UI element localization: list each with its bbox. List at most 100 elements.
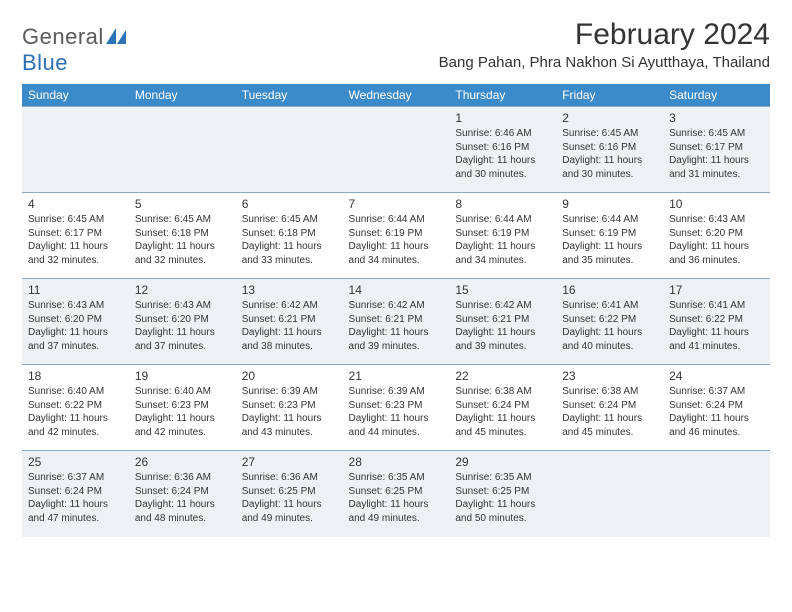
daylight-text: and 41 minutes.: [669, 340, 764, 354]
sunset-text: Sunset: 6:16 PM: [455, 141, 550, 155]
sail-icon: [106, 24, 126, 50]
day-cell: 25Sunrise: 6:37 AMSunset: 6:24 PMDayligh…: [22, 451, 129, 537]
daylight-text: and 42 minutes.: [28, 426, 123, 440]
brand-part2: Blue: [22, 50, 68, 75]
sunset-text: Sunset: 6:23 PM: [135, 399, 230, 413]
sunset-text: Sunset: 6:17 PM: [28, 227, 123, 241]
day-number: 18: [28, 368, 123, 384]
daylight-text: and 38 minutes.: [242, 340, 337, 354]
sunrise-text: Sunrise: 6:41 AM: [669, 299, 764, 313]
daylight-text: and 37 minutes.: [28, 340, 123, 354]
sunset-text: Sunset: 6:24 PM: [562, 399, 657, 413]
day-cell: 13Sunrise: 6:42 AMSunset: 6:21 PMDayligh…: [236, 279, 343, 365]
daylight-text: Daylight: 11 hours: [135, 240, 230, 254]
day-number: 5: [135, 196, 230, 212]
day-number: 6: [242, 196, 337, 212]
daylight-text: Daylight: 11 hours: [455, 154, 550, 168]
sunset-text: Sunset: 6:18 PM: [135, 227, 230, 241]
brand-text: General Blue: [22, 24, 126, 76]
day-number: 17: [669, 282, 764, 298]
daylight-text: Daylight: 11 hours: [349, 498, 444, 512]
daylight-text: Daylight: 11 hours: [562, 240, 657, 254]
day-number: 15: [455, 282, 550, 298]
day-number: 9: [562, 196, 657, 212]
day-cell: 1Sunrise: 6:46 AMSunset: 6:16 PMDaylight…: [449, 107, 556, 193]
dow-cell: Sunday: [22, 84, 129, 107]
sunrise-text: Sunrise: 6:45 AM: [135, 213, 230, 227]
daylight-text: Daylight: 11 hours: [562, 326, 657, 340]
daylight-text: Daylight: 11 hours: [28, 498, 123, 512]
daylight-text: Daylight: 11 hours: [349, 412, 444, 426]
daylight-text: Daylight: 11 hours: [242, 412, 337, 426]
sunrise-text: Sunrise: 6:37 AM: [669, 385, 764, 399]
day-cell: 11Sunrise: 6:43 AMSunset: 6:20 PMDayligh…: [22, 279, 129, 365]
dow-cell: Saturday: [663, 84, 770, 107]
day-cell: 6Sunrise: 6:45 AMSunset: 6:18 PMDaylight…: [236, 193, 343, 279]
sunset-text: Sunset: 6:24 PM: [28, 485, 123, 499]
sunset-text: Sunset: 6:20 PM: [28, 313, 123, 327]
month-title: February 2024: [439, 18, 770, 52]
daylight-text: and 49 minutes.: [242, 512, 337, 526]
week-row: 4Sunrise: 6:45 AMSunset: 6:17 PMDaylight…: [22, 193, 770, 279]
sunrise-text: Sunrise: 6:37 AM: [28, 471, 123, 485]
day-cell: 27Sunrise: 6:36 AMSunset: 6:25 PMDayligh…: [236, 451, 343, 537]
dow-cell: Thursday: [449, 84, 556, 107]
daylight-text: and 37 minutes.: [135, 340, 230, 354]
sunset-text: Sunset: 6:25 PM: [455, 485, 550, 499]
daylight-text: and 39 minutes.: [455, 340, 550, 354]
daylight-text: Daylight: 11 hours: [455, 498, 550, 512]
day-cell: 4Sunrise: 6:45 AMSunset: 6:17 PMDaylight…: [22, 193, 129, 279]
sunset-text: Sunset: 6:23 PM: [242, 399, 337, 413]
daylight-text: and 39 minutes.: [349, 340, 444, 354]
day-cell: 21Sunrise: 6:39 AMSunset: 6:23 PMDayligh…: [343, 365, 450, 451]
week-row: 11Sunrise: 6:43 AMSunset: 6:20 PMDayligh…: [22, 279, 770, 365]
day-cell: 29Sunrise: 6:35 AMSunset: 6:25 PMDayligh…: [449, 451, 556, 537]
day-number: 14: [349, 282, 444, 298]
sunset-text: Sunset: 6:21 PM: [242, 313, 337, 327]
sunset-text: Sunset: 6:23 PM: [349, 399, 444, 413]
day-number: 11: [28, 282, 123, 298]
sunset-text: Sunset: 6:19 PM: [455, 227, 550, 241]
day-cell: 19Sunrise: 6:40 AMSunset: 6:23 PMDayligh…: [129, 365, 236, 451]
sunrise-text: Sunrise: 6:35 AM: [455, 471, 550, 485]
day-cell: 12Sunrise: 6:43 AMSunset: 6:20 PMDayligh…: [129, 279, 236, 365]
day-cell: 3Sunrise: 6:45 AMSunset: 6:17 PMDaylight…: [663, 107, 770, 193]
daylight-text: Daylight: 11 hours: [669, 326, 764, 340]
daylight-text: Daylight: 11 hours: [135, 412, 230, 426]
sunrise-text: Sunrise: 6:38 AM: [562, 385, 657, 399]
sunrise-text: Sunrise: 6:44 AM: [349, 213, 444, 227]
sunset-text: Sunset: 6:22 PM: [562, 313, 657, 327]
sunrise-text: Sunrise: 6:41 AM: [562, 299, 657, 313]
sunset-text: Sunset: 6:24 PM: [135, 485, 230, 499]
day-number: 29: [455, 454, 550, 470]
daylight-text: Daylight: 11 hours: [669, 154, 764, 168]
daylight-text: Daylight: 11 hours: [455, 240, 550, 254]
day-number: 10: [669, 196, 764, 212]
daylight-text: and 31 minutes.: [669, 168, 764, 182]
daylight-text: Daylight: 11 hours: [28, 240, 123, 254]
dow-cell: Friday: [556, 84, 663, 107]
daylight-text: and 49 minutes.: [349, 512, 444, 526]
day-cell: 5Sunrise: 6:45 AMSunset: 6:18 PMDaylight…: [129, 193, 236, 279]
day-cell: 26Sunrise: 6:36 AMSunset: 6:24 PMDayligh…: [129, 451, 236, 537]
week-row: 25Sunrise: 6:37 AMSunset: 6:24 PMDayligh…: [22, 451, 770, 537]
day-number: 7: [349, 196, 444, 212]
daylight-text: Daylight: 11 hours: [349, 326, 444, 340]
day-cell: 8Sunrise: 6:44 AMSunset: 6:19 PMDaylight…: [449, 193, 556, 279]
sunset-text: Sunset: 6:20 PM: [135, 313, 230, 327]
dow-header-row: SundayMondayTuesdayWednesdayThursdayFrid…: [22, 84, 770, 107]
sunrise-text: Sunrise: 6:42 AM: [242, 299, 337, 313]
day-number: 8: [455, 196, 550, 212]
sunset-text: Sunset: 6:22 PM: [669, 313, 764, 327]
day-number: 2: [562, 110, 657, 126]
daylight-text: Daylight: 11 hours: [669, 412, 764, 426]
daylight-text: Daylight: 11 hours: [455, 326, 550, 340]
sunset-text: Sunset: 6:20 PM: [669, 227, 764, 241]
sunrise-text: Sunrise: 6:36 AM: [242, 471, 337, 485]
day-number: 25: [28, 454, 123, 470]
daylight-text: and 47 minutes.: [28, 512, 123, 526]
sunset-text: Sunset: 6:25 PM: [349, 485, 444, 499]
sunrise-text: Sunrise: 6:39 AM: [242, 385, 337, 399]
day-cell: 14Sunrise: 6:42 AMSunset: 6:21 PMDayligh…: [343, 279, 450, 365]
sunrise-text: Sunrise: 6:44 AM: [455, 213, 550, 227]
